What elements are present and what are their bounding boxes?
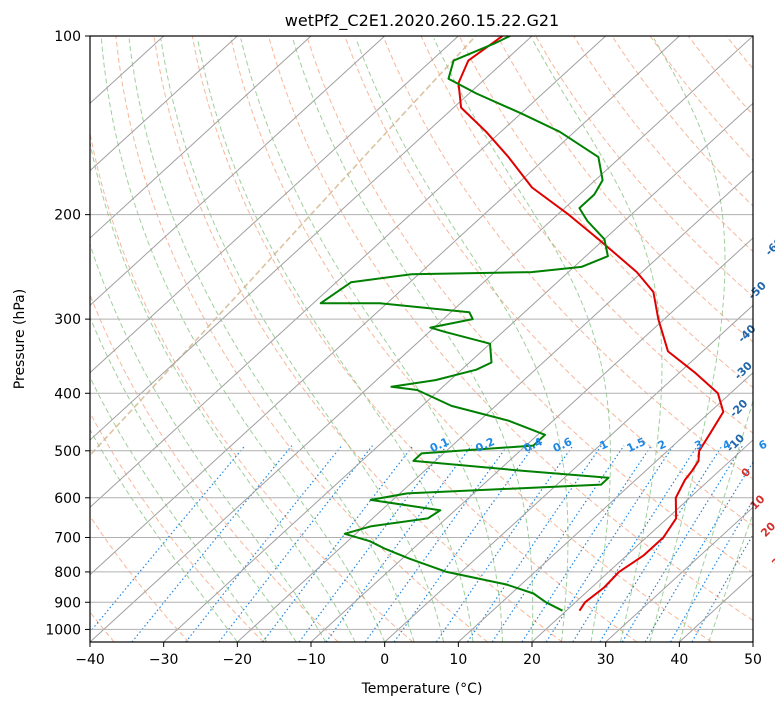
isotherm-line (457, 371, 753, 642)
moist-adiabat-line (90, 428, 238, 642)
moist-adiabat-line (292, 38, 534, 642)
mixing-ratio-line (491, 445, 625, 642)
moist-adiabat-line (90, 242, 327, 642)
mixing-ratio-line (364, 445, 509, 642)
isotherm-line (384, 304, 753, 642)
dry-adiabat-line (153, 36, 563, 642)
moist-adiabat-line (128, 38, 415, 642)
x-tick-label: −10 (296, 652, 326, 668)
isotherm-line (90, 36, 238, 172)
y-tick-label: 900 (54, 595, 81, 611)
isotherm-line (90, 36, 753, 642)
temperature-line (457, 36, 725, 612)
mixing-ratio-line (466, 445, 602, 642)
moist-adiabat-line (240, 38, 503, 642)
isotherm-line (163, 102, 753, 642)
dry-adiabat-line (90, 411, 264, 642)
isotherm-line (236, 169, 753, 642)
dry-adiabat-line (115, 36, 488, 642)
dry-adiabat-label: 30 (769, 550, 775, 570)
y-tick-label: 400 (54, 386, 81, 402)
x-tick-label: −40 (75, 652, 105, 668)
mixing-ratio-line (90, 445, 246, 633)
dry-adiabat-line (306, 36, 753, 574)
isotherm-line (90, 36, 459, 374)
isotherm-line (531, 439, 753, 642)
moist-adiabat-line (160, 38, 445, 642)
mixing-ratio-line (572, 445, 699, 642)
x-tick-label: −20 (223, 652, 253, 668)
plot-frame (89, 35, 754, 643)
dry-adiabat-line (268, 36, 753, 622)
dry-adiabat-line (344, 36, 753, 527)
dry-adiabat-line (496, 36, 753, 343)
dewpoint-line (319, 36, 610, 612)
moist-adiabat-line (90, 140, 356, 642)
x-tick-label: −30 (149, 652, 179, 668)
moist-adiabat-line (197, 38, 474, 642)
isotherm-line (310, 237, 753, 642)
moist-adiabat-line (531, 38, 663, 642)
x-axis: −40 −30 −20 −10 0 10 20 30 40 50 (75, 642, 762, 668)
x-tick-label: 10 (449, 652, 467, 668)
moist-adiabat-line (708, 512, 753, 642)
mixing-ratio-line (185, 445, 343, 642)
mixing-ratio-line (435, 445, 574, 642)
x-tick-label: 0 (380, 652, 389, 668)
dry-adiabat-line (535, 36, 753, 298)
background-lines (90, 36, 753, 642)
mixing-ratio-line (644, 461, 753, 642)
mixing-ratio-line (599, 445, 723, 642)
moist-adiabat-line (678, 398, 753, 642)
y-tick-label: 800 (54, 565, 81, 581)
reference-curve (90, 36, 477, 457)
moist-adiabat-line (433, 38, 611, 642)
mixing-ratio-line (325, 445, 472, 642)
mixing-ratio-line (218, 445, 373, 642)
isotherm-line (605, 506, 753, 642)
dry-adiabat-line (382, 36, 753, 480)
y-axis: 100 200 300 400 500 600 700 800 900 1000 (45, 29, 90, 638)
profile-lines (319, 36, 725, 612)
moist-adiabat-line (100, 38, 386, 642)
isotherm-line (90, 36, 312, 239)
x-tick-label: 40 (670, 652, 688, 668)
dry-adiabat-line (420, 36, 753, 434)
x-axis-label: Temperature (°C) (361, 681, 483, 697)
moist-adiabat-line (90, 315, 297, 642)
y-tick-label: 1000 (45, 622, 81, 638)
y-tick-label: 600 (54, 491, 81, 507)
x-tick-label: 20 (523, 652, 541, 668)
mixing-ratio-line (262, 445, 414, 642)
mixing-ratio-line (521, 445, 652, 642)
moist-adiabat-line (649, 38, 726, 642)
mixing-ratio-line (298, 445, 448, 642)
moist-adiabat-line (90, 376, 268, 642)
y-tick-label: 700 (54, 531, 81, 547)
mixing-ratio-line (621, 445, 744, 642)
y-tick-label: 300 (54, 312, 81, 328)
isotherm-line (90, 36, 386, 307)
x-tick-label: 50 (744, 652, 762, 668)
y-tick-label: 100 (54, 29, 81, 45)
isotherm-line (90, 36, 533, 441)
dry-adiabat-line (191, 36, 638, 642)
chart-title: wetPf2_C2E1.2020.260.15.22.G21 (285, 11, 559, 31)
dry-adiabat-line (458, 36, 753, 389)
y-tick-label: 500 (54, 444, 81, 460)
x-tick-label: 30 (597, 652, 615, 668)
mixing-ratio-line (670, 499, 753, 642)
isotherm-line (90, 36, 607, 509)
y-tick-label: 200 (54, 208, 81, 224)
mixing-ratio-line (545, 445, 674, 642)
y-axis-label: Pressure (hPa) (12, 289, 28, 389)
